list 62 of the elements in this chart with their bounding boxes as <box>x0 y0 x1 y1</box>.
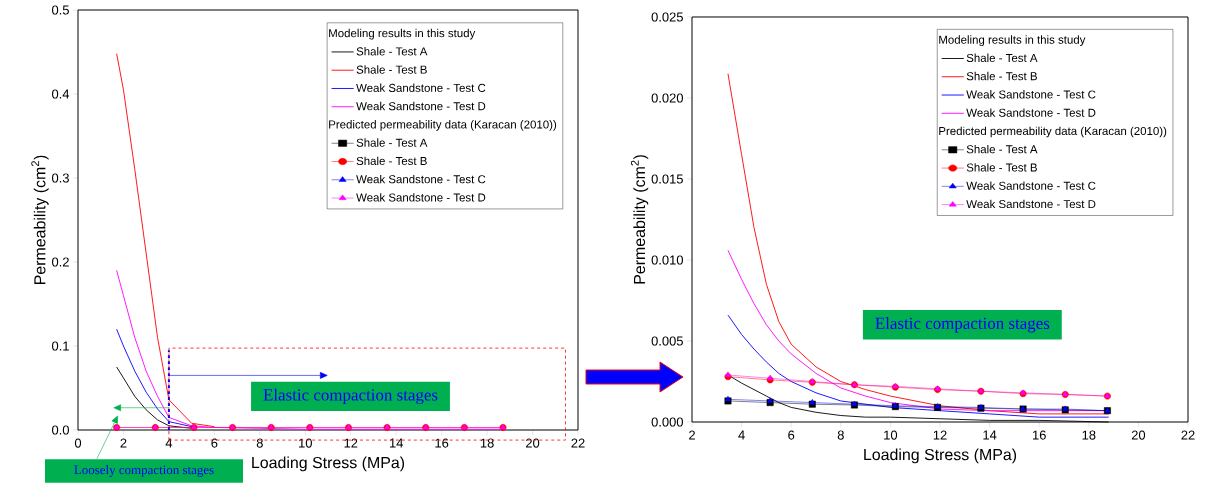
legend-label: Weak Sandstone - Test D <box>356 101 486 111</box>
legend-label: Shale - Test B <box>966 163 1037 172</box>
x-tick-label: 16 <box>1032 430 1046 440</box>
annotation: Elastic compaction stages <box>263 388 438 405</box>
x-tick-label: 10 <box>299 438 312 448</box>
y-tick-label: 0.010 <box>651 255 683 265</box>
y-tick-label: 0.020 <box>651 93 683 103</box>
x-tick-label: 4 <box>165 438 173 448</box>
legend-label: Weak Sandstone - Test D <box>966 199 1096 209</box>
annotation: Elastic compaction stages <box>875 317 1050 333</box>
legend-label: Shale - Test A <box>966 144 1038 154</box>
y-tick-label: 0.000 <box>651 417 683 427</box>
x-tick-label: 2 <box>689 430 695 440</box>
x-tick-label: 8 <box>837 430 844 440</box>
legend-label: Weak Sandstone - Test D <box>966 108 1096 117</box>
legend-label: Weak Sandstone - Test C <box>356 174 486 184</box>
y-tick-label: 0.5 <box>51 5 69 15</box>
x-tick-label: 6 <box>788 430 795 440</box>
legend-label: Weak Sandstone - Test C <box>966 181 1096 190</box>
x-tick-label: 20 <box>1131 430 1146 440</box>
y-tick-label: 0.4 <box>51 89 70 99</box>
x-tick-label: 18 <box>480 438 494 448</box>
y-tick-label: 0.0 <box>51 425 69 435</box>
x-tick-label: 0 <box>74 438 82 448</box>
x-axis-title: Loading Stress (MPa) <box>252 456 405 472</box>
x-tick-label: 2 <box>120 438 127 448</box>
x-tick-label: 6 <box>211 438 218 448</box>
legend-label: Shale - Test B <box>966 71 1037 81</box>
x-tick-label: 4 <box>738 430 745 440</box>
text: Loosely compaction stages <box>74 465 214 477</box>
legend-label: Weak Sandstone - Test D <box>356 193 486 202</box>
y-tick-label: 0.025 <box>651 12 683 22</box>
x-tick-label: 14 <box>389 438 404 448</box>
x-tick-label: 16 <box>435 438 449 448</box>
legend-label: Weak Sandstone - Test C <box>966 90 1096 99</box>
annotation: Predicted permeability data (Karacan (2010)) <box>329 120 557 131</box>
annotation: Predicted permeability data (Karacan (2010)) <box>939 126 1167 138</box>
y-tick-label: 0.3 <box>51 173 69 183</box>
legend-label: Shale - Test A <box>356 138 428 147</box>
y-axis-title: Permeability (cm$^{2}$) <box>31 155 49 285</box>
x-tick-label: 22 <box>1181 430 1195 440</box>
y-axis-title: Permeability (cm$^{2}$) <box>630 155 649 284</box>
legend-label: Shale - Test A <box>356 47 428 56</box>
x-tick-label: 10 <box>884 430 898 440</box>
x-axis-title: Loading Stress (MPa) <box>864 448 1017 464</box>
legend-label: Weak Sandstone - Test C <box>356 83 486 92</box>
legend-label: Shale - Test B <box>356 65 427 74</box>
legend-title: Modeling results in this study <box>329 28 476 40</box>
x-tick-label: 12 <box>344 438 358 448</box>
x-tick-label: 18 <box>1082 430 1096 440</box>
y-tick-label: 0.1 <box>51 341 69 351</box>
legend-label: Shale - Test A <box>966 53 1038 62</box>
y-tick-label: 0.015 <box>651 174 683 184</box>
x-tick-label: 14 <box>983 430 997 440</box>
legend-label: Shale - Test B <box>356 156 427 166</box>
x-tick-label: 20 <box>526 438 540 448</box>
x-tick-label: 8 <box>256 438 263 448</box>
x-tick-label: 12 <box>933 430 947 440</box>
x-tick-label: 22 <box>571 438 585 448</box>
y-tick-label: 0.2 <box>51 257 69 267</box>
y-tick-label: 0.005 <box>651 336 683 346</box>
legend-title: Modeling results in this study <box>939 35 1086 46</box>
